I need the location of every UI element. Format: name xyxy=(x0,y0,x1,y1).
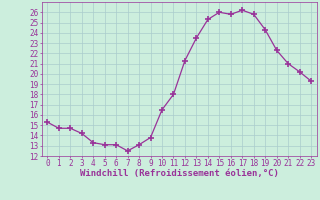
X-axis label: Windchill (Refroidissement éolien,°C): Windchill (Refroidissement éolien,°C) xyxy=(80,169,279,178)
